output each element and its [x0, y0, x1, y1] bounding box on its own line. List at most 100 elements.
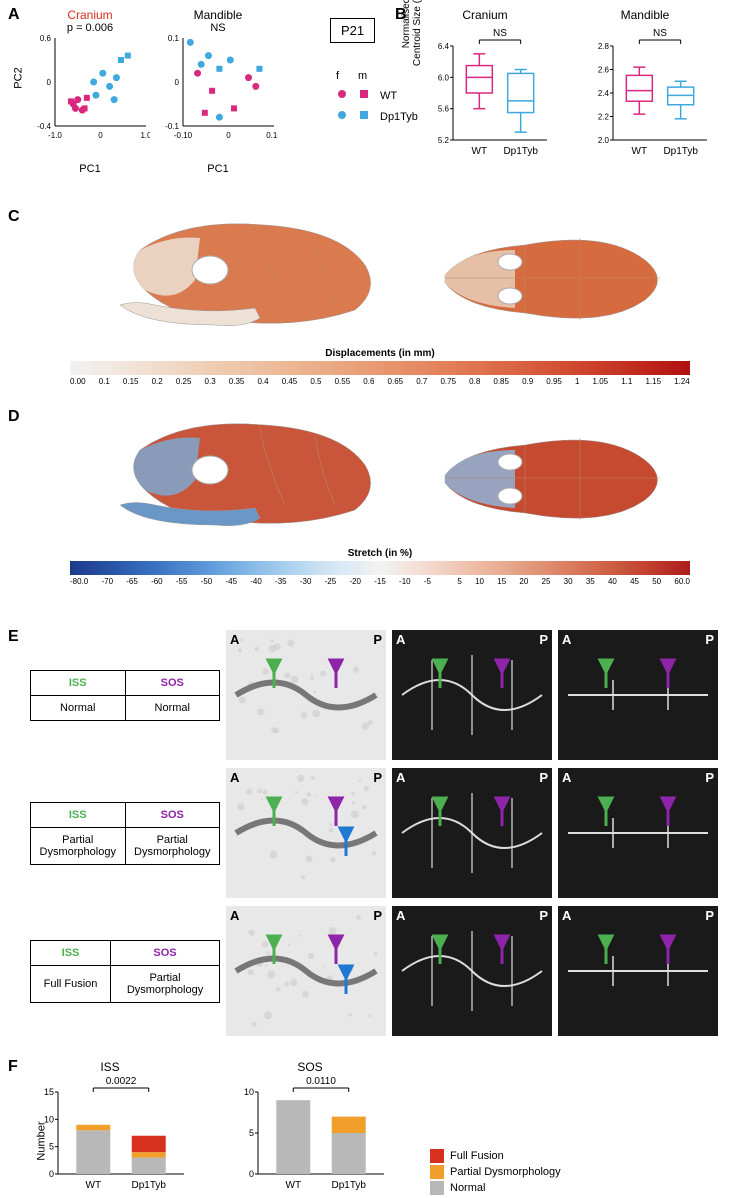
- panel-e-label: E: [8, 628, 19, 646]
- svg-text:0.15: 0.15: [266, 131, 278, 140]
- panel-a: Cranium p = 0.006 -1.001.0-0.400.6 PC2 P…: [30, 8, 390, 188]
- svg-text:2.4: 2.4: [598, 89, 610, 98]
- panel-f-label: F: [8, 1058, 18, 1076]
- svg-text:Dp1Tyb: Dp1Tyb: [503, 146, 538, 157]
- bar-sos: SOS 0 5 10 0.0110 WT Dp1Tyb: [230, 1060, 390, 1197]
- e-image: AP: [392, 906, 552, 1036]
- scatter-mandible-svg: -0.1000.15-0.100.1: [158, 34, 278, 144]
- svg-text:WT: WT: [472, 146, 488, 157]
- scatter-mandible: Mandible NS -0.1000.15-0.100.1 PC1: [158, 8, 278, 147]
- legend-f-header: f: [332, 68, 352, 84]
- svg-text:5: 5: [249, 1128, 254, 1138]
- cranium-pvalue: p = 0.006: [30, 22, 150, 34]
- panel-b: Cranium 5.25.66.06.4NSWTDp1Tyb Mandible …: [415, 8, 735, 188]
- svg-text:5.6: 5.6: [438, 105, 450, 114]
- svg-text:0: 0: [47, 78, 52, 87]
- svg-text:WT: WT: [632, 146, 648, 157]
- swatch-full-fusion: [430, 1149, 444, 1163]
- svg-text:0: 0: [249, 1169, 254, 1179]
- bar-iss: ISS 0510150.0022WTDp1Tyb: [30, 1060, 190, 1197]
- svg-text:0: 0: [175, 78, 180, 87]
- e-image: AP: [226, 906, 386, 1036]
- scatter-cranium-svg: -1.0 0 1.0 -0.4 0 0.6: [30, 34, 150, 144]
- colorbar-c-title: Displacements (in mm): [30, 348, 730, 359]
- e-image: AP: [558, 768, 718, 898]
- colorbar-c: [70, 361, 690, 375]
- svg-text:0.0110: 0.0110: [306, 1076, 336, 1087]
- svg-text:2.2: 2.2: [598, 113, 610, 122]
- bar-sos-svg: 0 5 10 0.0110 WT Dp1Tyb: [230, 1074, 390, 1194]
- box-cranium-title: Cranium: [415, 8, 555, 22]
- skull-d-dorsal: [415, 410, 675, 540]
- skull-c-dorsal: [415, 210, 675, 340]
- panel-f: ISS 0 5 10 15 0.0022 WT Dp1Tyb SOS 0 5 10 0.0110 W…: [30, 1060, 730, 1197]
- pc2-label-a1: PC2: [13, 67, 25, 88]
- box-cranium-svg: 5.25.66.06.4NSWTDp1Tyb: [415, 22, 555, 162]
- svg-text:0.0022: 0.0022: [106, 1076, 137, 1087]
- boxplot-mandible: Mandible 2.02.22.42.62.8NSWTDp1Tyb: [575, 8, 715, 165]
- svg-text:2.6: 2.6: [598, 66, 610, 75]
- pc1-label-a2: PC1: [207, 163, 228, 175]
- panel-d: Stretch (in %) -80.0-70-65-60-55-50-45-4…: [30, 410, 730, 586]
- boxplot-cranium: Cranium 5.25.66.06.4NSWTDp1Tyb: [415, 8, 555, 165]
- svg-text:Dp1Tyb: Dp1Tyb: [663, 146, 698, 157]
- svg-text:WT: WT: [86, 1180, 102, 1191]
- svg-text:-0.4: -0.4: [37, 122, 51, 131]
- boxplot-ylabel: Normalised Centroid Size (mm): [401, 0, 423, 83]
- svg-text:2.8: 2.8: [598, 42, 610, 51]
- bar-iss-svg: 0510150.0022WTDp1Tyb: [30, 1074, 190, 1194]
- swatch-partial: [430, 1165, 444, 1179]
- legend-m-header: m: [354, 68, 374, 84]
- bar-sos-title: SOS: [230, 1060, 390, 1074]
- svg-text:Dp1Tyb: Dp1Tyb: [331, 1180, 366, 1191]
- panel-a-label: A: [8, 6, 20, 24]
- panel-c-label: C: [8, 208, 20, 226]
- svg-text:WT: WT: [286, 1180, 302, 1191]
- svg-text:Dp1Tyb: Dp1Tyb: [131, 1180, 166, 1191]
- svg-text:-0.1: -0.1: [165, 122, 179, 131]
- svg-text:5: 5: [49, 1142, 54, 1152]
- mandible-pvalue: NS: [158, 22, 278, 34]
- e-image: AP: [558, 906, 718, 1036]
- e-table: ISSSOSFull FusionPartial Dysmorphology: [30, 940, 220, 1003]
- svg-text:5.2: 5.2: [438, 136, 450, 145]
- box-mandible-title: Mandible: [575, 8, 715, 22]
- svg-text:10: 10: [244, 1087, 254, 1097]
- svg-text:0: 0: [49, 1169, 54, 1179]
- colorbar-c-ticks: 0.000.10.150.20.250.30.350.40.450.50.550…: [70, 377, 690, 386]
- svg-text:1.0: 1.0: [140, 131, 150, 140]
- cranium-title: Cranium: [30, 8, 150, 22]
- svg-text:NS: NS: [653, 28, 667, 39]
- panel-c: Displacements (in mm) 0.000.10.150.20.25…: [30, 210, 730, 386]
- scatter-cranium: Cranium p = 0.006 -1.001.0-0.400.6 PC2 P…: [30, 8, 150, 147]
- e-image: AP: [392, 630, 552, 760]
- colorbar-d-ticks: -80.0-70-65-60-55-50-45-40-35-30-25-20-1…: [70, 577, 690, 586]
- legend-full-fusion: Full Fusion: [450, 1150, 504, 1162]
- colorbar-d-title: Stretch (in %): [30, 548, 730, 559]
- e-image: AP: [226, 630, 386, 760]
- svg-text:0: 0: [98, 131, 103, 140]
- box-mandible-svg: 2.02.22.42.62.8NSWTDp1Tyb: [575, 22, 715, 162]
- e-row: ISSSOSPartial DysmorphologyPartial Dysmo…: [30, 768, 730, 898]
- skull-c-lateral: [85, 210, 385, 340]
- svg-text:NS: NS: [493, 28, 507, 39]
- legend-normal: Normal: [450, 1182, 485, 1194]
- pc1-label-a1: PC1: [79, 163, 100, 175]
- e-table: ISSSOSPartial DysmorphologyPartial Dysmo…: [30, 802, 220, 865]
- bar-ylabel: Number: [36, 1121, 48, 1160]
- p21-label: P21: [330, 18, 375, 43]
- panel-e: ISSSOSNormalNormalAPAPAP ISSSOSPartial Dy…: [30, 630, 730, 1044]
- e-image: AP: [392, 768, 552, 898]
- svg-text:15: 15: [44, 1087, 54, 1097]
- svg-text:0.6: 0.6: [40, 34, 52, 43]
- mandible-title: Mandible: [158, 8, 278, 22]
- skull-d-lateral: [85, 410, 385, 540]
- legend-f: Full Fusion Partial Dysmorphology Normal: [430, 1147, 561, 1197]
- bar-iss-title: ISS: [30, 1060, 190, 1074]
- svg-text:0: 0: [226, 131, 231, 140]
- svg-text:-0.10: -0.10: [174, 131, 193, 140]
- e-row: ISSSOSNormalNormalAPAPAP: [30, 630, 730, 760]
- svg-text:-1.0: -1.0: [48, 131, 62, 140]
- e-image: AP: [558, 630, 718, 760]
- e-image: AP: [226, 768, 386, 898]
